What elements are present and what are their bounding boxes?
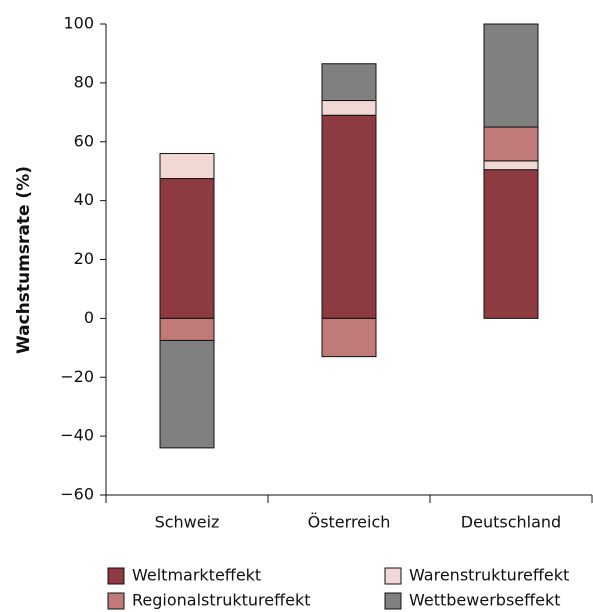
y-tick-label: −60 — [60, 485, 94, 504]
bar-segment — [483, 23, 539, 128]
y-tick-label: −40 — [60, 426, 94, 445]
bar-segment — [483, 126, 539, 162]
bar-segment — [159, 317, 215, 341]
y-tick-label: 60 — [74, 131, 94, 150]
bar-segment — [159, 178, 215, 319]
legend-swatch — [384, 567, 402, 585]
legend-label: Wettbewerbseffekt — [409, 591, 561, 610]
bar-segment — [321, 317, 377, 358]
y-tick-label: 80 — [74, 72, 94, 91]
legend-swatch — [384, 592, 402, 610]
legend-label: Warenstruktureffekt — [409, 566, 569, 585]
x-tick-label: Österreich — [308, 513, 391, 532]
y-tick-label: 20 — [74, 249, 94, 268]
bar-segment — [159, 339, 215, 449]
bar-segment — [321, 100, 377, 116]
y-tick-label: 100 — [63, 14, 94, 33]
y-tick-label: −20 — [60, 367, 94, 386]
bar-segment — [321, 63, 377, 102]
x-tick-label: Schweiz — [155, 513, 220, 532]
bar-segment — [321, 114, 377, 319]
y-tick-label: 40 — [74, 190, 94, 209]
legend-swatch — [107, 567, 125, 585]
y-axis-label: Wachstumsrate (%) — [14, 166, 34, 354]
legend-swatch — [107, 592, 125, 610]
x-tick-label: Deutschland — [461, 513, 561, 532]
legend-label: Regionalstruktureffekt — [132, 591, 311, 610]
y-tick-label: 0 — [84, 308, 94, 327]
bar-segment — [483, 160, 539, 171]
bar-segment — [159, 153, 215, 180]
bar-segment — [483, 169, 539, 319]
legend-label: Weltmarkteffekt — [132, 566, 261, 585]
